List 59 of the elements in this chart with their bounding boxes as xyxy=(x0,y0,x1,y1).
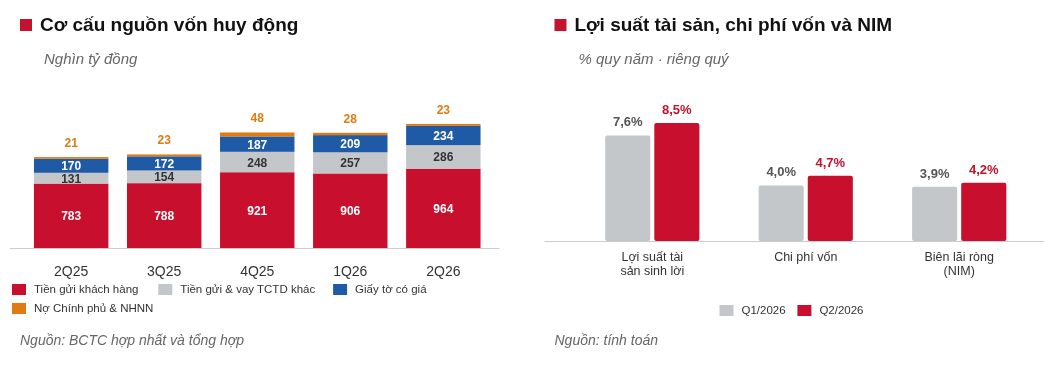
legend-label: Q1/2026 xyxy=(741,304,786,316)
data-label: 187 xyxy=(247,137,268,152)
bar xyxy=(220,136,295,152)
chart-title: Cơ cấu nguồn vốn huy động xyxy=(40,14,299,35)
data-label: 783 xyxy=(61,209,82,224)
bar xyxy=(807,175,853,241)
chart-subtitle: % quy năm · riêng quý xyxy=(578,50,731,67)
data-label: 7,6% xyxy=(612,114,643,130)
x-tick-label: Lợi suất tài sản sinh lời xyxy=(620,250,685,278)
data-label: 131 xyxy=(61,171,82,186)
data-label: 8,5% xyxy=(662,102,693,117)
data-label: 788 xyxy=(154,209,175,224)
bar xyxy=(33,183,109,248)
x-tick-label: Biên lãi ròng (NIM) xyxy=(924,250,994,278)
data-label: 4,2% xyxy=(968,161,1000,177)
bar xyxy=(654,123,700,241)
data-label: 964 xyxy=(433,201,454,216)
data-label: 170 xyxy=(61,159,82,174)
legend-label: Giấy tờ có giá xyxy=(355,283,428,295)
data-label: 234 xyxy=(433,129,454,144)
data-label: 921 xyxy=(247,203,268,218)
text: Nguồn: BCTC hợp nhất và tổng hợp xyxy=(20,332,245,348)
legend-label: Tiền gửi & vay TCTD khác xyxy=(180,283,316,295)
legend-label: Tiền gửi khách hàng xyxy=(34,283,139,295)
text: Nguồn: tính toán xyxy=(554,332,659,348)
data-label: 257 xyxy=(340,156,361,171)
data-label: 4,0% xyxy=(766,164,797,180)
bar xyxy=(313,173,388,248)
bar xyxy=(313,152,388,174)
x-tick-label: 3Q25 xyxy=(147,263,182,279)
x-tick-label: 2Q25 xyxy=(54,263,89,279)
data-label: 248 xyxy=(247,155,268,170)
x-tick-label: 1Q26 xyxy=(333,263,368,279)
bar xyxy=(406,145,481,169)
x-tick-label: 4Q25 xyxy=(240,263,275,279)
bar xyxy=(406,125,481,146)
data-label: 4,7% xyxy=(815,154,846,170)
data-label: 906 xyxy=(340,204,361,219)
bar xyxy=(127,183,202,248)
data-label: 209 xyxy=(340,137,361,152)
data-label: 172 xyxy=(154,156,175,171)
data-label: 28 xyxy=(343,111,358,126)
chart-title: Lợi suất tài sản, chi phí vốn và NIM xyxy=(574,14,893,35)
data-label: 21 xyxy=(64,136,79,151)
bar xyxy=(961,182,1007,241)
bar xyxy=(220,132,295,137)
x-tick-label: 2Q26 xyxy=(426,263,461,279)
bar xyxy=(220,172,295,248)
legend-label: Nợ Chính phủ & NHNN xyxy=(34,302,154,314)
x-tick-label: Chi phí vốn xyxy=(774,250,838,264)
data-label: 154 xyxy=(154,170,175,185)
chart-subtitle: Nghìn tỷ đồng xyxy=(44,50,139,67)
bar xyxy=(406,168,481,248)
data-label: 286 xyxy=(433,150,454,165)
data-label: 3,9% xyxy=(919,165,950,181)
legend-label: Q2/2026 xyxy=(819,304,864,316)
data-label: 23 xyxy=(436,103,451,117)
data-label: 48 xyxy=(250,111,265,126)
data-label: 23 xyxy=(157,133,172,148)
